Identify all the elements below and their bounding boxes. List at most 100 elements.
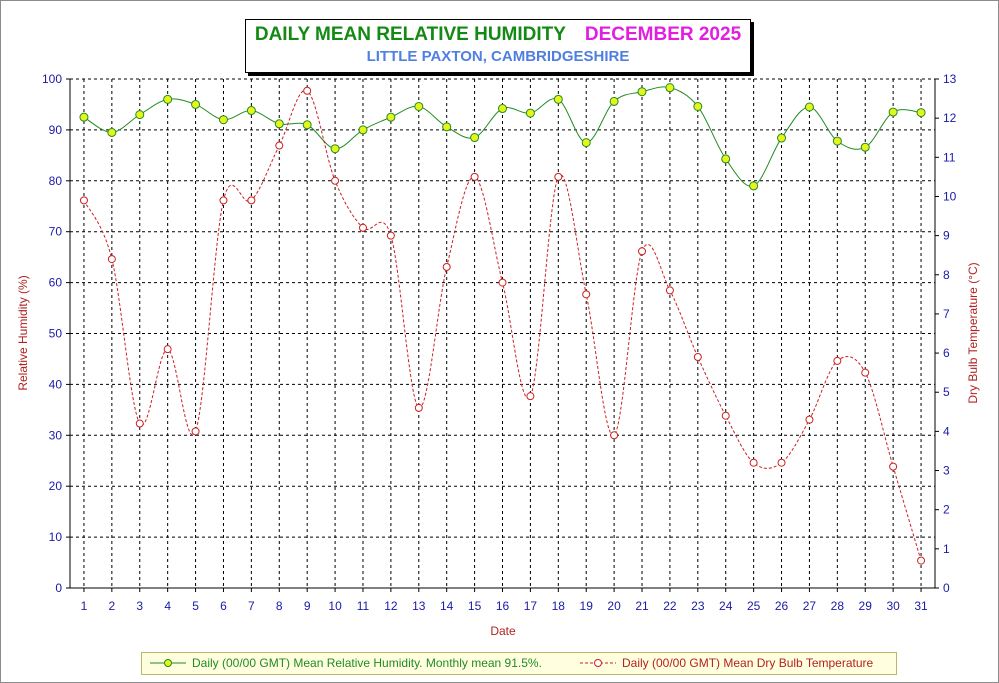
y2-tick-label: 8 bbox=[943, 268, 950, 282]
temperature-point bbox=[358, 223, 367, 232]
y-tick-label: 90 bbox=[49, 123, 63, 137]
temperature-point bbox=[582, 290, 591, 299]
x-tick-label: 28 bbox=[831, 599, 845, 613]
axes bbox=[66, 78, 939, 592]
x-tick-label: 27 bbox=[803, 599, 817, 613]
data-markers bbox=[79, 83, 926, 565]
temperature-point bbox=[442, 262, 451, 271]
y-tick-label: 0 bbox=[55, 581, 62, 595]
x-tick-label: 3 bbox=[136, 599, 143, 613]
humidity-point bbox=[330, 144, 340, 154]
humidity-point bbox=[749, 181, 759, 191]
y-tick-label: 30 bbox=[49, 428, 63, 442]
y-tick-label: 80 bbox=[49, 174, 63, 188]
y2-tick-label: 10 bbox=[943, 189, 957, 203]
temperature-point bbox=[414, 403, 423, 412]
y2-tick-label: 0 bbox=[943, 581, 950, 595]
x-tick-label: 10 bbox=[328, 599, 342, 613]
y-tick-label: 100 bbox=[42, 72, 62, 86]
y2-tick-label: 6 bbox=[943, 346, 950, 360]
humidity-point bbox=[832, 136, 842, 146]
x-tick-label: 13 bbox=[412, 599, 426, 613]
chart-title: DAILY MEAN RELATIVE HUMIDITY bbox=[254, 24, 566, 45]
y-tick-label: 50 bbox=[49, 327, 63, 341]
x-tick-label: 23 bbox=[691, 599, 705, 613]
x-tick-label: 21 bbox=[635, 599, 649, 613]
temperature-point bbox=[526, 392, 535, 401]
humidity-point bbox=[79, 112, 89, 122]
humidity-point bbox=[218, 115, 228, 125]
x-tick-label: 1 bbox=[81, 599, 88, 613]
temperature-point bbox=[721, 411, 730, 420]
y2-tick-label: 4 bbox=[943, 424, 950, 438]
humidity-point bbox=[191, 99, 201, 109]
humidity-point bbox=[916, 108, 926, 118]
temperature-point bbox=[275, 141, 284, 150]
humidity-point bbox=[107, 127, 117, 137]
humidity-point bbox=[665, 83, 675, 93]
y-tick-label: 10 bbox=[49, 530, 63, 544]
x-tick-label: 22 bbox=[663, 599, 677, 613]
x-axis-title: Date bbox=[490, 624, 516, 638]
temperature-point bbox=[303, 86, 312, 95]
temperature-point bbox=[861, 368, 870, 377]
x-tick-label: 11 bbox=[357, 599, 370, 613]
x-tick-label: 16 bbox=[496, 599, 510, 613]
x-tick-label: 31 bbox=[914, 599, 928, 613]
temperature-point bbox=[610, 431, 619, 440]
temperature-point bbox=[470, 172, 479, 181]
temperature-point bbox=[749, 458, 758, 467]
humidity-point bbox=[721, 154, 731, 164]
y2-tick-label: 12 bbox=[943, 111, 957, 125]
temperature-point bbox=[638, 247, 647, 256]
temperature-point bbox=[805, 415, 814, 424]
x-tick-label: 12 bbox=[384, 599, 398, 613]
humidity-point bbox=[860, 142, 870, 152]
legend-temp-swatch bbox=[580, 659, 616, 667]
humidity-point bbox=[358, 125, 368, 135]
temperature-point bbox=[331, 176, 340, 185]
humidity-point bbox=[246, 106, 256, 116]
y-axis-title: Relative Humidity (%) bbox=[16, 275, 30, 390]
x-tick-label: 17 bbox=[524, 599, 538, 613]
x-tick-label: 20 bbox=[607, 599, 621, 613]
temperature-point bbox=[386, 231, 395, 240]
chart-title-month: DECEMBER 2025 bbox=[584, 24, 742, 45]
x-tick-label: 8 bbox=[276, 599, 283, 613]
legend: Daily (00/00 GMT) Mean Relative Humidity… bbox=[141, 652, 897, 675]
y2-tick-label: 2 bbox=[943, 503, 950, 517]
humidity-point bbox=[470, 133, 480, 143]
humidity-point bbox=[414, 101, 424, 111]
temperature-point bbox=[219, 196, 228, 205]
y2-axis-title: Dry Bulb Temperature (°C) bbox=[966, 262, 980, 403]
temperature-point bbox=[79, 196, 88, 205]
temperature-point bbox=[833, 356, 842, 365]
humidity-point bbox=[637, 87, 647, 97]
y-tick-label: 40 bbox=[49, 377, 63, 391]
humidity-point bbox=[274, 119, 284, 129]
y2-tick-label: 3 bbox=[943, 464, 950, 478]
y2-tick-label: 5 bbox=[943, 385, 950, 399]
x-tick-label: 4 bbox=[164, 599, 171, 613]
x-tick-label: 19 bbox=[580, 599, 594, 613]
temperature-point bbox=[917, 556, 926, 565]
temperature-point bbox=[107, 255, 116, 264]
legend-rh-swatch bbox=[150, 659, 186, 667]
x-tick-label: 25 bbox=[747, 599, 761, 613]
x-tick-label: 7 bbox=[248, 599, 255, 613]
humidity-point bbox=[135, 110, 145, 120]
temperature-point bbox=[777, 458, 786, 467]
temperature-point bbox=[665, 286, 674, 295]
temperature-point bbox=[498, 278, 507, 287]
temperature-point bbox=[889, 462, 898, 471]
y-tick-label: 20 bbox=[49, 479, 63, 493]
temperature-series-line bbox=[83, 89, 922, 561]
x-tick-label: 5 bbox=[192, 599, 199, 613]
chart-title-line: DAILY MEAN RELATIVE HUMIDITY DECEMBER 20… bbox=[246, 24, 750, 46]
x-tick-label: 30 bbox=[886, 599, 900, 613]
x-tick-label: 26 bbox=[775, 599, 789, 613]
x-tick-label: 15 bbox=[468, 599, 482, 613]
x-tick-label: 18 bbox=[552, 599, 566, 613]
